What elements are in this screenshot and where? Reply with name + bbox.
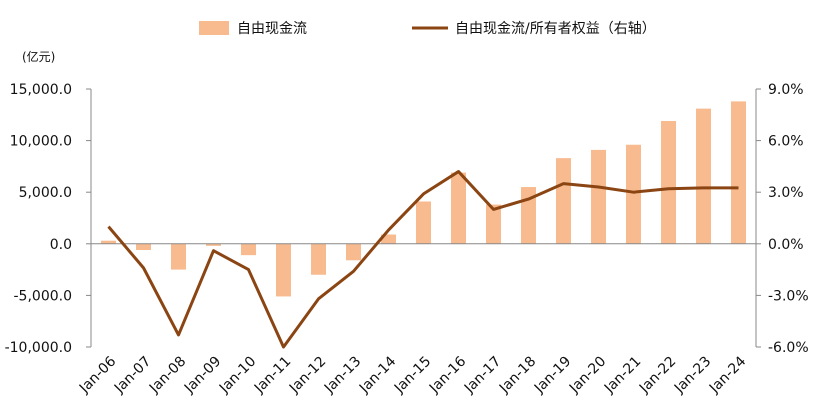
bar [136, 243, 151, 250]
x-tick-label: Jan-22 [636, 354, 679, 397]
bar [101, 240, 116, 244]
left-tick-label: -5,000.0 [14, 288, 73, 304]
bar [591, 149, 606, 244]
bar [661, 120, 676, 244]
left-tick-label: 5,000.0 [19, 185, 72, 201]
x-tick-label: Jan-19 [531, 354, 574, 397]
bar [276, 243, 291, 297]
ratio-line [107, 170, 739, 349]
x-tick-label: Jan-17 [461, 354, 504, 397]
x-tick-label: Jan-15 [391, 354, 434, 397]
right-tick-label: 9.0% [768, 82, 804, 98]
left-tick-label: -10,000.0 [5, 340, 72, 356]
bar [556, 158, 571, 244]
right-tick-label: -3.0% [768, 288, 809, 304]
x-tick-label: Jan-09 [181, 354, 224, 397]
left-tick-label: 15,000.0 [10, 82, 72, 98]
bar [206, 243, 221, 246]
legend: 自由现金流 自由现金流/所有者权益（右轴） [199, 21, 656, 37]
right-axis-ticks: -6.0% -3.0% 0.0% 3.0% 6.0% 9.0% [756, 82, 809, 356]
x-tick-label: Jan-16 [426, 353, 470, 397]
legend-swatch-bar [199, 21, 229, 35]
line-series [107, 170, 739, 349]
left-tick-label: 0.0 [50, 237, 72, 253]
x-tick-label: Jan-12 [286, 354, 329, 397]
x-tick-label: Jan-21 [601, 354, 644, 397]
x-axis-labels: Jan-06Jan-07Jan-08Jan-09Jan-10Jan-11Jan-… [76, 353, 750, 397]
x-tick-label: Jan-24 [706, 353, 750, 397]
x-tick-label: Jan-07 [111, 354, 154, 397]
legend-label-line: 自由现金流/所有者权益（右轴） [455, 21, 656, 37]
x-tick-label: Jan-08 [146, 354, 189, 397]
x-tick-label: Jan-06 [76, 353, 120, 397]
bar [696, 108, 711, 244]
x-tick-label: Jan-10 [216, 354, 259, 397]
bar [416, 201, 431, 244]
left-axis-ticks: -10,000.0 -5,000.0 0.0 5,000.0 10,000.0 15,00… [5, 82, 91, 356]
x-tick-label: Jan-11 [251, 354, 294, 397]
x-tick-label: Jan-14 [356, 353, 400, 397]
left-axis-unit: (亿元) [22, 49, 55, 64]
x-tick-label: Jan-13 [321, 354, 364, 397]
bar [451, 172, 466, 244]
bar [311, 243, 326, 275]
bar [346, 243, 361, 261]
x-tick-label: Jan-20 [566, 354, 609, 397]
bar [731, 101, 746, 244]
bar-series [101, 101, 746, 297]
right-tick-label: -6.0% [768, 340, 809, 356]
right-tick-label: 6.0% [768, 134, 804, 150]
left-tick-label: 10,000.0 [10, 134, 72, 150]
bar [241, 243, 256, 256]
bar [626, 144, 641, 244]
right-tick-label: 3.0% [768, 185, 804, 201]
legend-label-bar: 自由现金流 [237, 21, 307, 37]
x-tick-label: Jan-23 [671, 354, 714, 397]
x-tick-label: Jan-18 [496, 354, 539, 397]
bar [486, 204, 501, 244]
bar [381, 234, 396, 244]
bar [171, 243, 186, 270]
right-tick-label: 0.0% [768, 237, 804, 253]
